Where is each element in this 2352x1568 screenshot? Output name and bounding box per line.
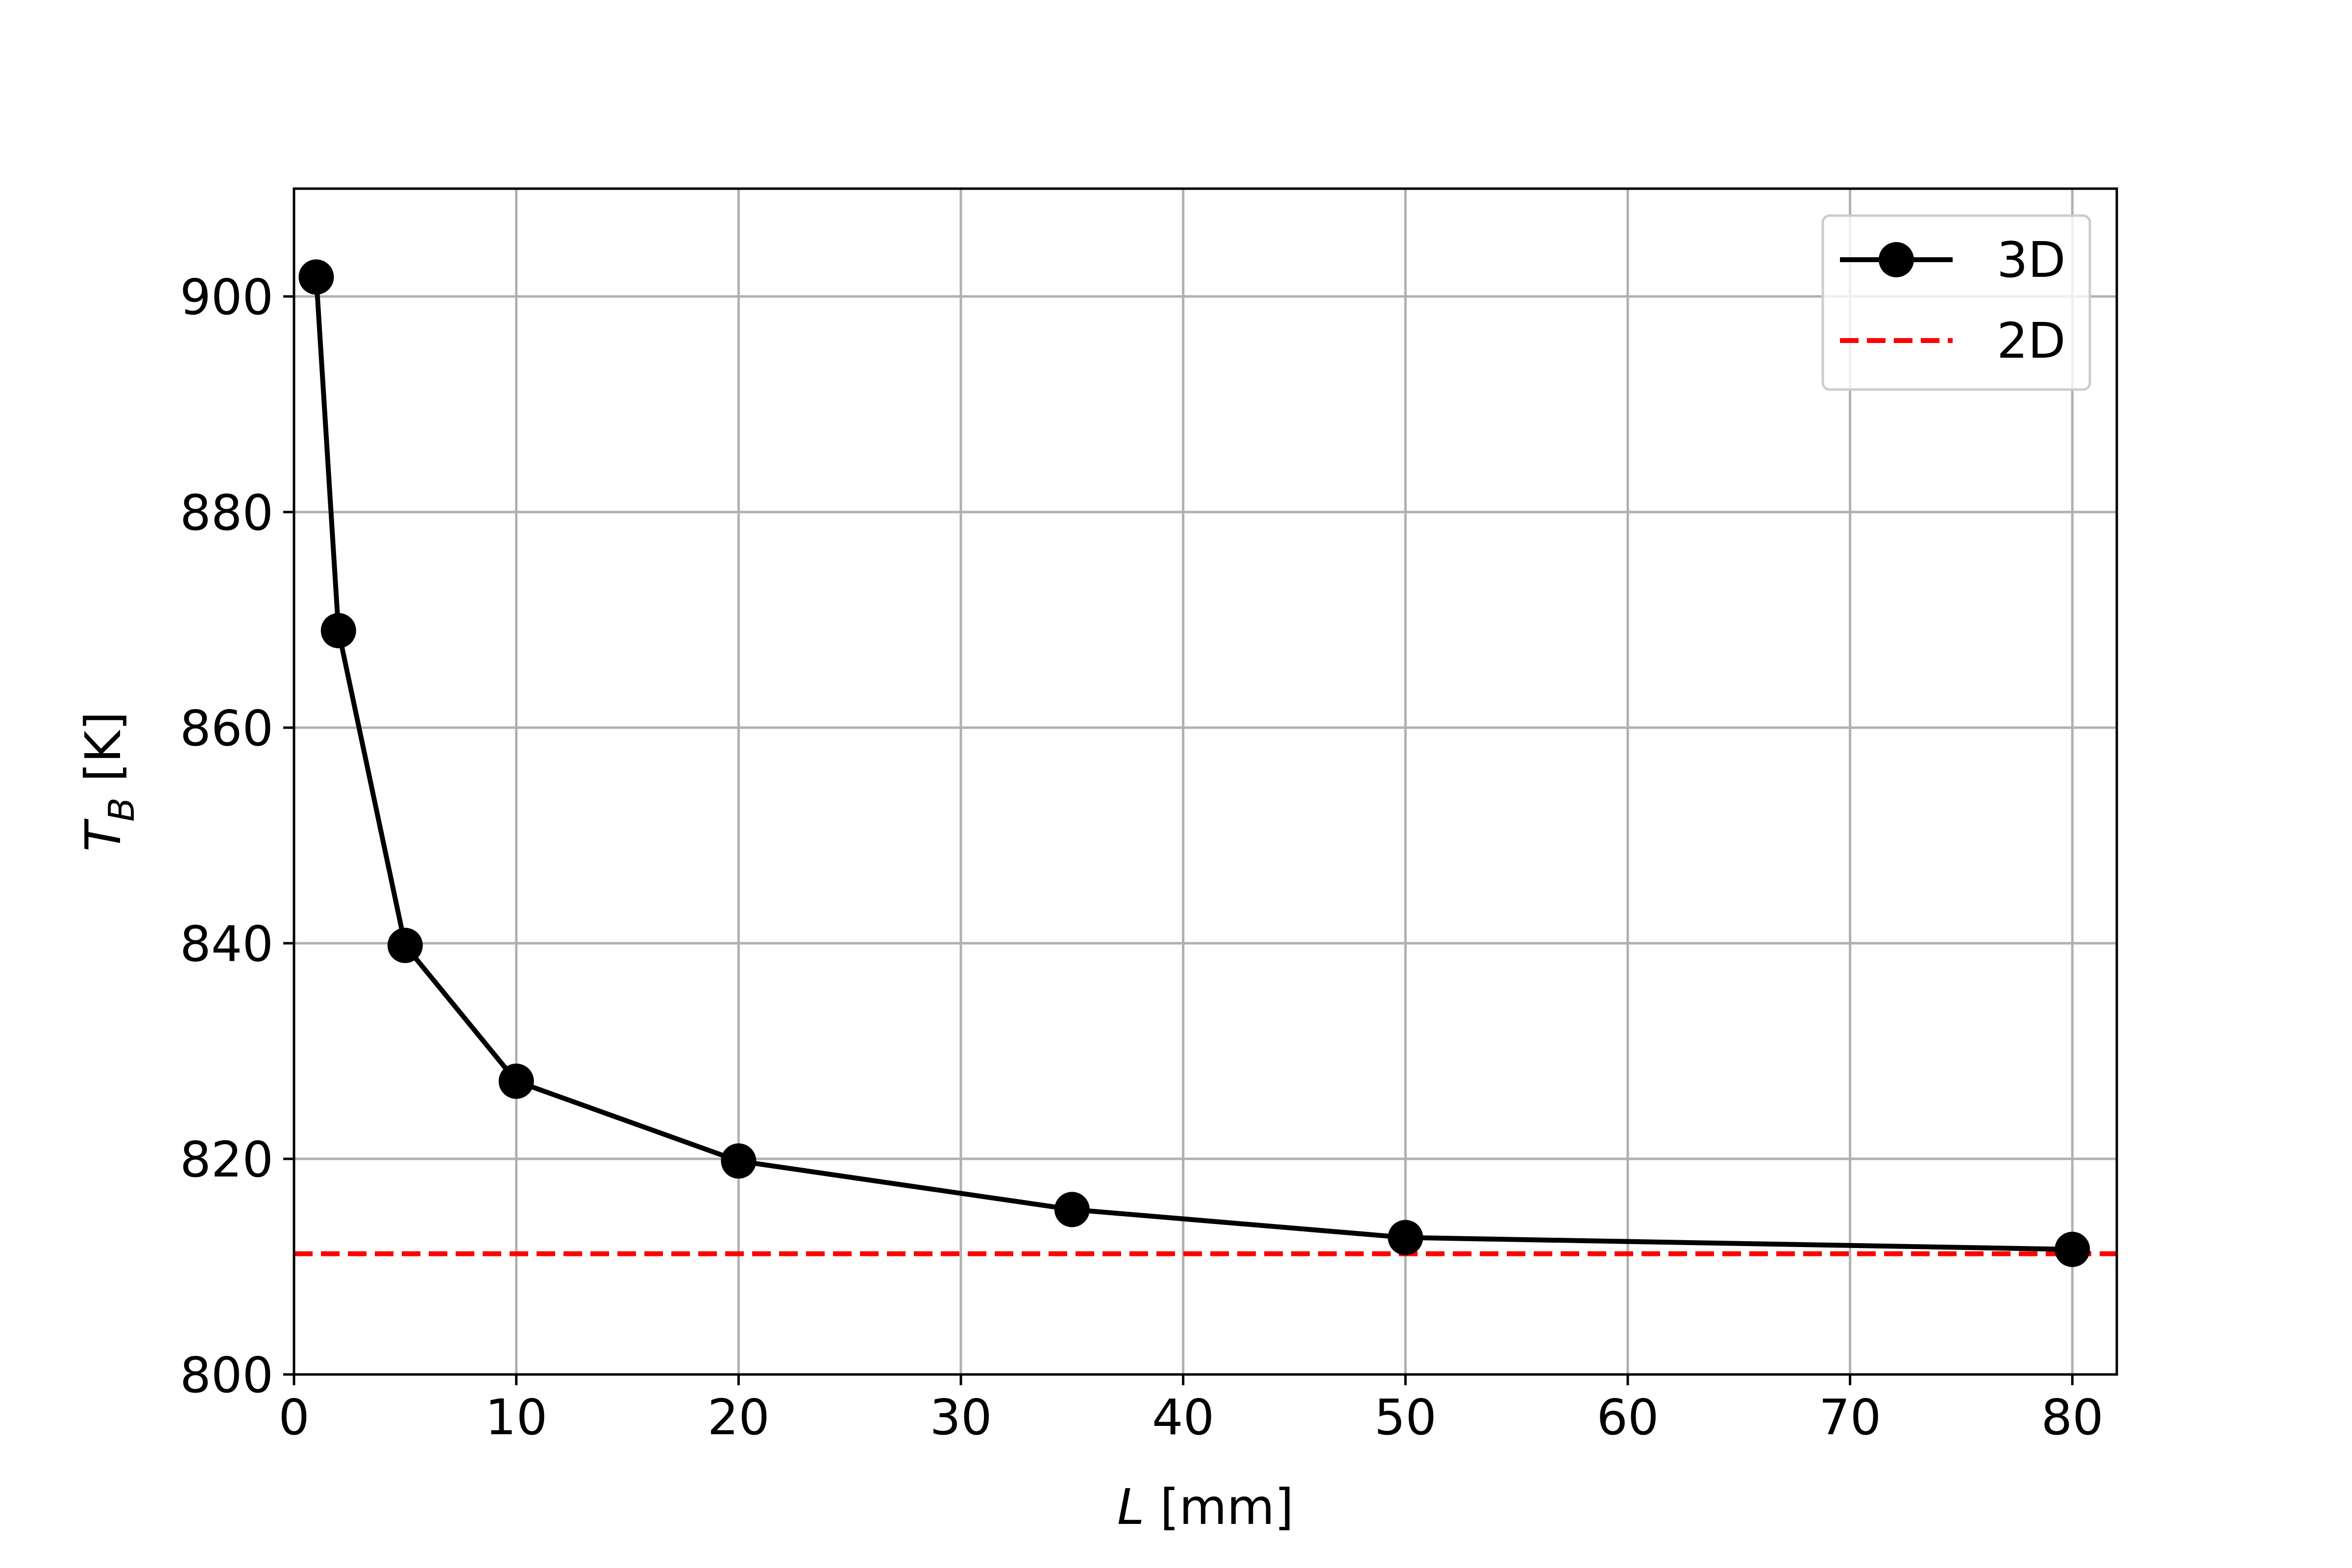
grid [293, 189, 2117, 1376]
y-tick-label: 880 [180, 484, 273, 541]
x-tick-label: 80 [2041, 1389, 2104, 1446]
x-tick-label: 0 [278, 1389, 310, 1446]
series-3d-point [1388, 1220, 1423, 1255]
series-3d-line [314, 277, 2073, 1252]
plot-area [294, 189, 2117, 1374]
series-3d-point [2055, 1231, 2090, 1267]
x-axis-label: L [mm] [1117, 1478, 1294, 1536]
x-tick-label: 40 [1152, 1389, 1214, 1446]
y-axis-label-unit: [K] [74, 711, 132, 797]
x-tick-label: 50 [1374, 1389, 1437, 1446]
series-3d-point [721, 1143, 757, 1179]
x-tick-label: 70 [1819, 1389, 1881, 1446]
series-3d-point [320, 613, 356, 648]
series-layer [294, 259, 2117, 1267]
x-axis-label-symbol: L [1117, 1478, 1145, 1536]
y-axis-label: TB [K] [74, 711, 142, 852]
y-tick-label: 900 [180, 269, 273, 326]
series-3d-point [498, 1063, 534, 1099]
x-tick-label: 10 [485, 1389, 547, 1446]
legend-label-3d: 3D [1997, 231, 2066, 289]
series-3d-point [298, 259, 334, 295]
y-tick-label: 820 [180, 1131, 273, 1188]
legend-label-2d: 2D [1997, 312, 2066, 369]
y-tick-label: 800 [180, 1347, 273, 1404]
x-tick-label: 60 [1596, 1389, 1659, 1446]
ticks: 0 10 20 30 40 50 60 70 80 800 820 840 860 880 900 [180, 269, 2104, 1446]
x-tick-label: 20 [708, 1389, 770, 1446]
legend: 3D 2D [1821, 214, 2091, 391]
y-axis-label-symbol: T [74, 818, 132, 852]
y-tick-label: 840 [180, 915, 273, 973]
x-tick-label: 30 [930, 1389, 992, 1446]
y-tick-label: 860 [180, 700, 273, 757]
series-3d-point [387, 928, 423, 963]
series-3d-point [1054, 1192, 1090, 1227]
y-axis-label-subscript: B [101, 797, 142, 821]
legend-swatch-3d-marker [1879, 242, 1914, 277]
plot-frame [293, 187, 2118, 1376]
x-axis-label-unit: [mm] [1145, 1478, 1294, 1536]
